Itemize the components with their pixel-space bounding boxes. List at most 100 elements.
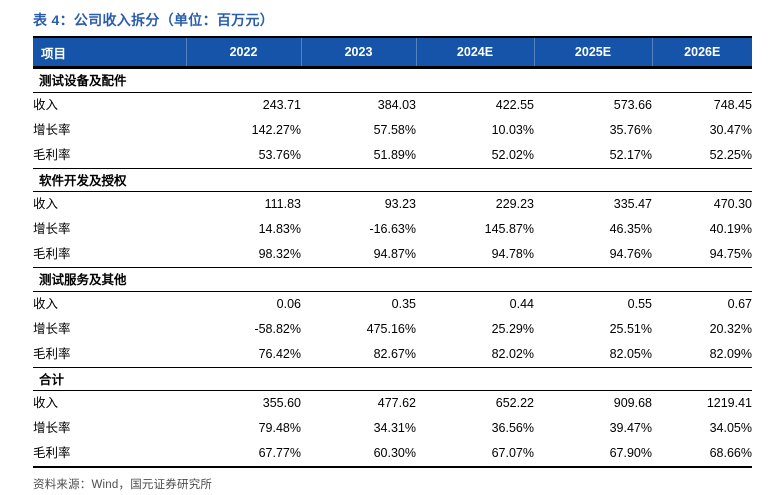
revenue-breakdown-table: 项目 2022 2023 2024E 2025E 2026E 测试设备及配件 收入… bbox=[33, 36, 752, 468]
section-title: 测试服务及其他 bbox=[33, 267, 752, 292]
cell-value: 20.32% bbox=[709, 321, 752, 336]
cell-value: 67.90% bbox=[534, 441, 652, 468]
cell-value: 67.77% bbox=[186, 441, 301, 468]
cell-value: 0.67 bbox=[727, 296, 752, 311]
cell-value: 111.83 bbox=[264, 197, 301, 212]
cell-value: 652.22 bbox=[495, 396, 534, 411]
cell-value: 40.19% bbox=[709, 222, 752, 237]
cell-value: 475.16% bbox=[366, 321, 416, 336]
cell-value: 94.75% bbox=[652, 242, 752, 268]
source-note: 资料来源：Wind，国元证券研究所 bbox=[33, 479, 213, 491]
cell-value: 52.17% bbox=[534, 142, 652, 169]
cell-value: 14.83% bbox=[258, 222, 301, 237]
data-row: 增长率 79.48% 34.31% 36.56% 39.47% 34.05% bbox=[33, 416, 752, 441]
cell-value: 57.58% bbox=[373, 122, 416, 137]
row-label: 增长率 bbox=[33, 222, 71, 237]
cell-value: 573.66 bbox=[613, 97, 652, 112]
cell-value: 98.32% bbox=[186, 242, 301, 268]
cell-value: 0.06 bbox=[276, 296, 301, 311]
section-header-row: 软件开发及授权 bbox=[33, 168, 752, 192]
column-header-year: 2026E bbox=[651, 37, 752, 69]
cell-value: 51.89% bbox=[301, 142, 416, 169]
section-title: 合计 bbox=[33, 367, 752, 391]
cell-value: 335.47 bbox=[613, 197, 652, 212]
section-header-row: 测试服务及其他 bbox=[33, 267, 752, 292]
cell-value: 355.60 bbox=[262, 396, 301, 411]
cell-value: 748.45 bbox=[713, 97, 752, 112]
row-label: 毛利率 bbox=[33, 341, 186, 368]
section-title: 软件开发及授权 bbox=[33, 168, 752, 192]
cell-value: 82.09% bbox=[652, 341, 752, 368]
cell-value: 243.71 bbox=[262, 97, 301, 112]
data-row: 毛利率 98.32% 94.87% 94.78% 94.76% 94.75% bbox=[33, 242, 752, 268]
data-row: 毛利率 67.77% 60.30% 67.07% 67.90% 68.66% bbox=[33, 441, 752, 468]
cell-value: -58.82% bbox=[254, 321, 301, 336]
row-label: 增长率 bbox=[33, 421, 71, 436]
column-header-year: 2023 bbox=[300, 37, 416, 69]
cell-value: 36.56% bbox=[491, 421, 534, 436]
table-title: 表 4：公司收入拆分（单位：百万元） bbox=[33, 12, 275, 28]
cell-value: 79.48% bbox=[258, 421, 301, 436]
row-label: 收入 bbox=[33, 97, 59, 112]
cell-value: 422.55 bbox=[495, 97, 534, 112]
cell-value: 384.03 bbox=[377, 97, 416, 112]
cell-value: 477.62 bbox=[377, 396, 416, 411]
column-header-year: 2025E bbox=[533, 37, 652, 69]
data-row: 增长率 14.83% -16.63% 145.87% 46.35% 40.19% bbox=[33, 217, 752, 242]
row-label: 增长率 bbox=[33, 321, 71, 336]
cell-value: 53.76% bbox=[186, 142, 301, 169]
cell-value: 52.25% bbox=[652, 142, 752, 169]
row-label: 毛利率 bbox=[33, 441, 186, 468]
cell-value: 67.07% bbox=[416, 441, 534, 468]
cell-value: 229.23 bbox=[495, 197, 534, 212]
cell-value: 94.78% bbox=[416, 242, 534, 268]
row-label: 收入 bbox=[33, 197, 59, 212]
cell-value: -16.63% bbox=[369, 222, 416, 237]
cell-value: 60.30% bbox=[301, 441, 416, 468]
column-header-year: 2024E bbox=[415, 37, 534, 69]
cell-value: 94.87% bbox=[301, 242, 416, 268]
cell-value: 30.47% bbox=[709, 122, 752, 137]
data-row: 毛利率 53.76% 51.89% 52.02% 52.17% 52.25% bbox=[33, 142, 752, 169]
cell-value: 25.51% bbox=[609, 321, 652, 336]
header-row: 项目 2022 2023 2024E 2025E 2026E bbox=[33, 37, 752, 69]
cell-value: 93.23 bbox=[384, 197, 416, 212]
row-label: 增长率 bbox=[33, 122, 71, 137]
data-row: 收入 243.71 384.03 422.55 573.66 748.45 bbox=[33, 92, 752, 118]
cell-value: 34.05% bbox=[709, 421, 752, 436]
cell-value: 82.05% bbox=[534, 341, 652, 368]
cell-value: 0.55 bbox=[627, 296, 652, 311]
cell-value: 0.35 bbox=[391, 296, 416, 311]
data-row: 增长率 142.27% 57.58% 10.03% 35.76% 30.47% bbox=[33, 118, 752, 143]
cell-value: 142.27% bbox=[251, 122, 301, 137]
section-header-row: 合计 bbox=[33, 367, 752, 391]
cell-value: 68.66% bbox=[652, 441, 752, 468]
cell-value: 25.29% bbox=[491, 321, 534, 336]
data-row: 收入 111.83 93.23 229.23 335.47 470.30 bbox=[33, 192, 752, 218]
data-row: 毛利率 76.42% 82.67% 82.02% 82.05% 82.09% bbox=[33, 341, 752, 368]
column-header-year: 2022 bbox=[185, 37, 301, 69]
section-title: 测试设备及配件 bbox=[33, 67, 752, 93]
cell-value: 1219.41 bbox=[706, 396, 752, 411]
row-label: 收入 bbox=[33, 396, 59, 411]
cell-value: 52.02% bbox=[416, 142, 534, 169]
row-label: 毛利率 bbox=[33, 242, 186, 268]
row-label: 毛利率 bbox=[33, 142, 186, 169]
cell-value: 145.87% bbox=[484, 222, 534, 237]
data-row: 收入 355.60 477.62 652.22 909.68 1219.41 bbox=[33, 391, 752, 417]
cell-value: 76.42% bbox=[186, 341, 301, 368]
cell-value: 82.67% bbox=[301, 341, 416, 368]
column-header-item: 项目 bbox=[33, 37, 186, 69]
section-header-row: 测试设备及配件 bbox=[33, 67, 752, 93]
cell-value: 10.03% bbox=[491, 122, 534, 137]
cell-value: 39.47% bbox=[609, 421, 652, 436]
cell-value: 909.68 bbox=[613, 396, 652, 411]
cell-value: 0.44 bbox=[509, 296, 534, 311]
cell-value: 46.35% bbox=[609, 222, 652, 237]
cell-value: 82.02% bbox=[416, 341, 534, 368]
cell-value: 34.31% bbox=[373, 421, 416, 436]
data-row: 增长率 -58.82% 475.16% 25.29% 25.51% 20.32% bbox=[33, 317, 752, 342]
table-body: 测试设备及配件收入 243.71 384.03 422.55 573.66 748.45 增… bbox=[33, 67, 752, 468]
cell-value: 35.76% bbox=[609, 122, 652, 137]
